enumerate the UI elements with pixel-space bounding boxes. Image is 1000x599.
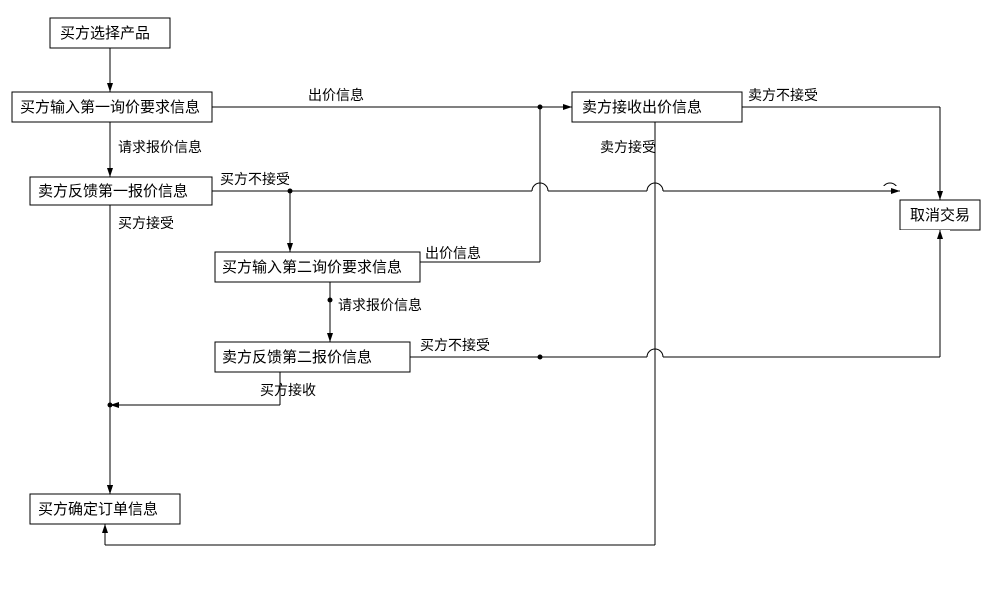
- node-buyer-confirm-order: 买方确定订单信息: [30, 494, 180, 524]
- edge-label-req-quote-1: 请求报价信息: [118, 139, 202, 156]
- edge-label-seller-accept: 卖方接受: [600, 139, 656, 156]
- edge-quote1-to-cancel: [212, 183, 882, 191]
- node-cancel-transaction: 取消交易: [900, 200, 980, 230]
- edge-label-bid-info-1: 出价信息: [308, 87, 364, 104]
- node-buyer-input-first-inquiry: 买方输入第一询价要求信息: [12, 92, 212, 122]
- edge-label-buyer-accept: 买方接受: [118, 215, 174, 232]
- flowchart-canvas: 买方选择产品 买方输入第一询价要求信息 卖方反馈第一报价信息 买方输入第二询价要…: [0, 0, 1000, 599]
- svg-text:取消交易: 取消交易: [910, 206, 970, 224]
- edge-label-buyer-reject-2: 买方不接受: [420, 337, 490, 354]
- svg-text:卖方反馈第二报价信息: 卖方反馈第二报价信息: [222, 348, 372, 366]
- node-buyer-input-second-inquiry: 买方输入第二询价要求信息: [215, 252, 420, 282]
- edge-label-req-quote-2: 请求报价信息: [338, 297, 422, 314]
- svg-text:买方输入第一询价要求信息: 买方输入第一询价要求信息: [20, 98, 200, 116]
- edge-label-buyer-reject-1: 买方不接受: [220, 171, 290, 188]
- node-seller-feedback-first-quote: 卖方反馈第一报价信息: [30, 177, 212, 205]
- edge-label-seller-reject: 卖方不接受: [748, 87, 818, 104]
- edge-label-bid-info-2: 出价信息: [425, 245, 481, 262]
- edge-label-buyer-recv: 买方接收: [260, 382, 316, 399]
- edge-recv-to-cancel: [742, 107, 940, 200]
- svg-text:买方选择产品: 买方选择产品: [60, 25, 150, 42]
- junction-dot: [538, 355, 543, 360]
- edge-inq2-to-recv: [420, 107, 540, 262]
- svg-text:卖方反馈第一报价信息: 卖方反馈第一报价信息: [38, 182, 188, 200]
- node-seller-feedback-second-quote: 卖方反馈第二报价信息: [215, 342, 410, 372]
- edge-quote2-to-cancel: [410, 230, 940, 357]
- edge-quote1-to-cancel-final: [882, 183, 900, 191]
- edge-quote2-to-confirm: [110, 372, 280, 405]
- svg-text:买方输入第二询价要求信息: 买方输入第二询价要求信息: [222, 258, 402, 276]
- svg-text:买方确定订单信息: 买方确定订单信息: [38, 501, 158, 518]
- junction-dot: [328, 298, 333, 303]
- node-seller-receive-bid: 卖方接收出价信息: [572, 92, 742, 122]
- svg-text:卖方接收出价信息: 卖方接收出价信息: [582, 99, 702, 116]
- node-buyer-select-product: 买方选择产品: [50, 18, 170, 48]
